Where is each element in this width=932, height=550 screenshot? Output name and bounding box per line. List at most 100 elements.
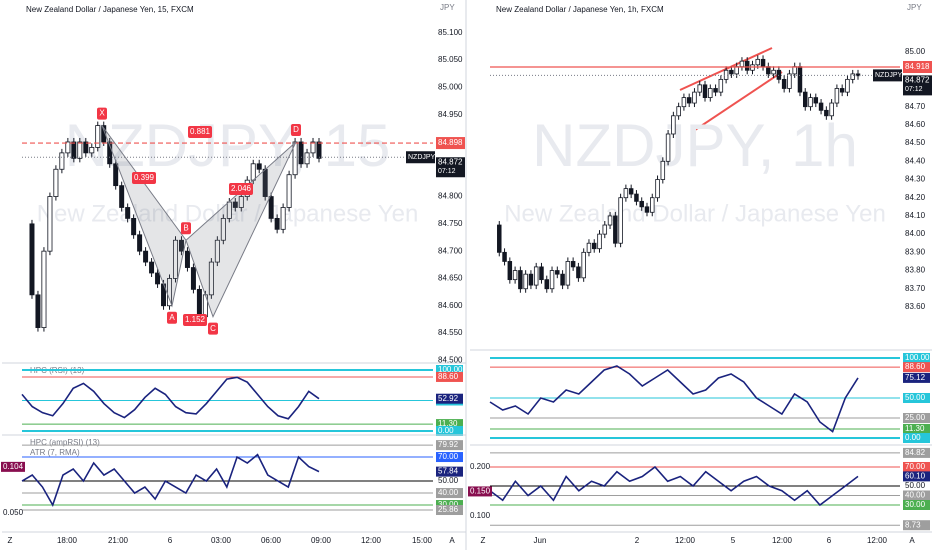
last-label: 84.872 — [905, 75, 930, 84]
level-label: 70.00 — [905, 462, 926, 471]
candle — [560, 273, 565, 286]
level-label: 40.00 — [905, 491, 926, 500]
x-tick-label: 6 — [827, 536, 832, 545]
candle — [591, 242, 597, 250]
y-tick-label: 84.30 — [905, 175, 926, 184]
y-tick-label: 85.050 — [438, 55, 463, 64]
corner-label: Z — [481, 536, 486, 545]
ratio-label: 0.881 — [190, 127, 211, 136]
candle — [172, 239, 178, 279]
y-tick-label: 84.50 — [905, 138, 926, 147]
candle — [855, 73, 861, 77]
candle — [655, 179, 660, 199]
candle — [818, 102, 824, 111]
candle — [739, 60, 745, 68]
candle — [190, 267, 196, 290]
candle — [644, 206, 650, 213]
candle — [238, 196, 244, 208]
candle — [634, 193, 639, 202]
watermark: NZDJPY, 1h — [532, 112, 858, 179]
candle — [555, 270, 560, 275]
candle — [316, 141, 322, 159]
level-label: 30.00 — [438, 500, 459, 509]
pattern-point-label: B — [183, 223, 188, 232]
candle — [77, 141, 83, 159]
candle — [650, 197, 655, 213]
ratio-label: 2.046 — [231, 184, 252, 193]
level-tag — [436, 476, 463, 487]
level-tag — [903, 413, 930, 423]
last-value-tag — [903, 471, 930, 482]
level-tag — [903, 433, 930, 443]
candle — [71, 141, 77, 159]
level-label: 79.92 — [438, 440, 459, 449]
y-tick-label: 84.800 — [438, 192, 463, 201]
candle — [131, 218, 137, 236]
y2-tick-label: 0.200 — [470, 462, 491, 471]
candle — [618, 197, 623, 244]
y-tick-label: 84.500 — [438, 355, 463, 364]
candle — [839, 88, 845, 93]
candle — [29, 223, 35, 296]
candle — [83, 141, 89, 154]
candle — [787, 73, 792, 89]
corner-label: A — [909, 536, 915, 545]
indicator-line — [489, 365, 859, 433]
candle — [766, 66, 771, 75]
last-value-label: 75.12 — [905, 373, 926, 382]
candle — [797, 66, 803, 93]
candle — [125, 207, 131, 219]
level-tag — [903, 499, 930, 510]
candle — [850, 73, 855, 80]
level-tag — [903, 393, 930, 403]
candle — [286, 174, 292, 208]
symbol-label: NZDJPY — [408, 154, 436, 161]
ratio-label: 1.152 — [185, 315, 206, 324]
candle — [734, 66, 739, 75]
last-value-tag — [436, 466, 463, 477]
candle — [729, 69, 734, 75]
candle — [167, 278, 173, 307]
level-tag — [903, 353, 930, 363]
pattern-point-tag — [167, 311, 177, 324]
y-tick-label: 85.100 — [438, 28, 463, 37]
candle — [41, 250, 47, 329]
chart-title: New Zealand Dollar / Japanese Yen, 1h, F… — [496, 5, 664, 14]
x-tick-label: 12:00 — [772, 536, 793, 545]
candle — [89, 147, 95, 154]
level-label: 70.00 — [438, 452, 459, 461]
pattern-point-tag — [181, 222, 191, 235]
level-tag — [436, 440, 463, 451]
candle — [502, 251, 507, 262]
candle — [665, 133, 671, 162]
price-tag — [903, 60, 932, 73]
y2-tick-label: 0.050 — [3, 508, 24, 517]
ratio-tag — [188, 126, 212, 138]
currency: JPY — [440, 3, 455, 12]
wedge-bottom — [691, 71, 783, 133]
watermark-sub: New Zealand Dollar / Japanese Yen — [504, 200, 886, 227]
last-label: 84.872 — [438, 157, 463, 166]
candle — [628, 188, 634, 195]
candle — [660, 160, 666, 180]
x-tick-label: 12:00 — [867, 536, 888, 545]
candle — [208, 261, 214, 296]
candle — [298, 141, 304, 165]
candle — [184, 250, 190, 268]
pattern-point-tag — [208, 322, 218, 335]
candle — [702, 84, 708, 98]
indicator-name: HPC (ampRSI) (13) — [30, 438, 100, 447]
candle — [507, 261, 513, 281]
candle — [155, 272, 161, 285]
x-tick-label: 18:00 — [57, 536, 78, 545]
level-label: 8.73 — [905, 520, 921, 529]
ratio-label: 0.399 — [134, 173, 155, 182]
pattern-point-tag — [97, 107, 107, 120]
candle — [113, 163, 119, 187]
level-tag — [436, 419, 463, 430]
candle — [196, 288, 202, 318]
pattern-point-label: D — [293, 125, 299, 134]
y-tick-label: 84.40 — [905, 156, 926, 165]
candle — [549, 270, 555, 290]
indicator-line — [21, 453, 320, 507]
